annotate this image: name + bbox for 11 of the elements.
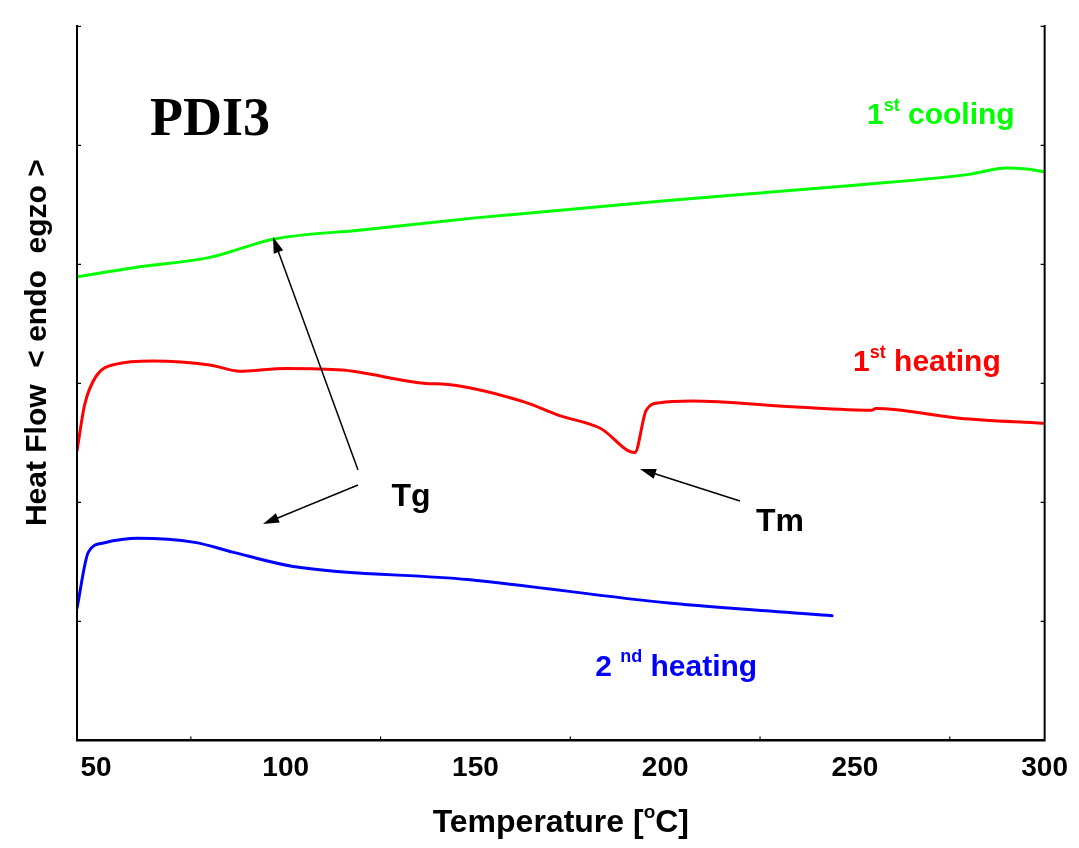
y-axis-title: Heat Flow < endo egzo >: [19, 159, 52, 527]
x-tick-label: 150: [452, 750, 499, 782]
x-tick-label: 250: [831, 750, 879, 782]
x-tick-label: 50: [80, 750, 112, 782]
series-label: 2 nd heating: [595, 646, 758, 682]
chart-title: PDI3: [150, 87, 270, 147]
x-tick-label: 100: [262, 750, 310, 782]
x-tick-label: 300: [1021, 750, 1068, 782]
annotation: Tg: [391, 477, 431, 513]
annotation: Tm: [756, 502, 804, 538]
x-tick-label: 200: [641, 750, 689, 782]
